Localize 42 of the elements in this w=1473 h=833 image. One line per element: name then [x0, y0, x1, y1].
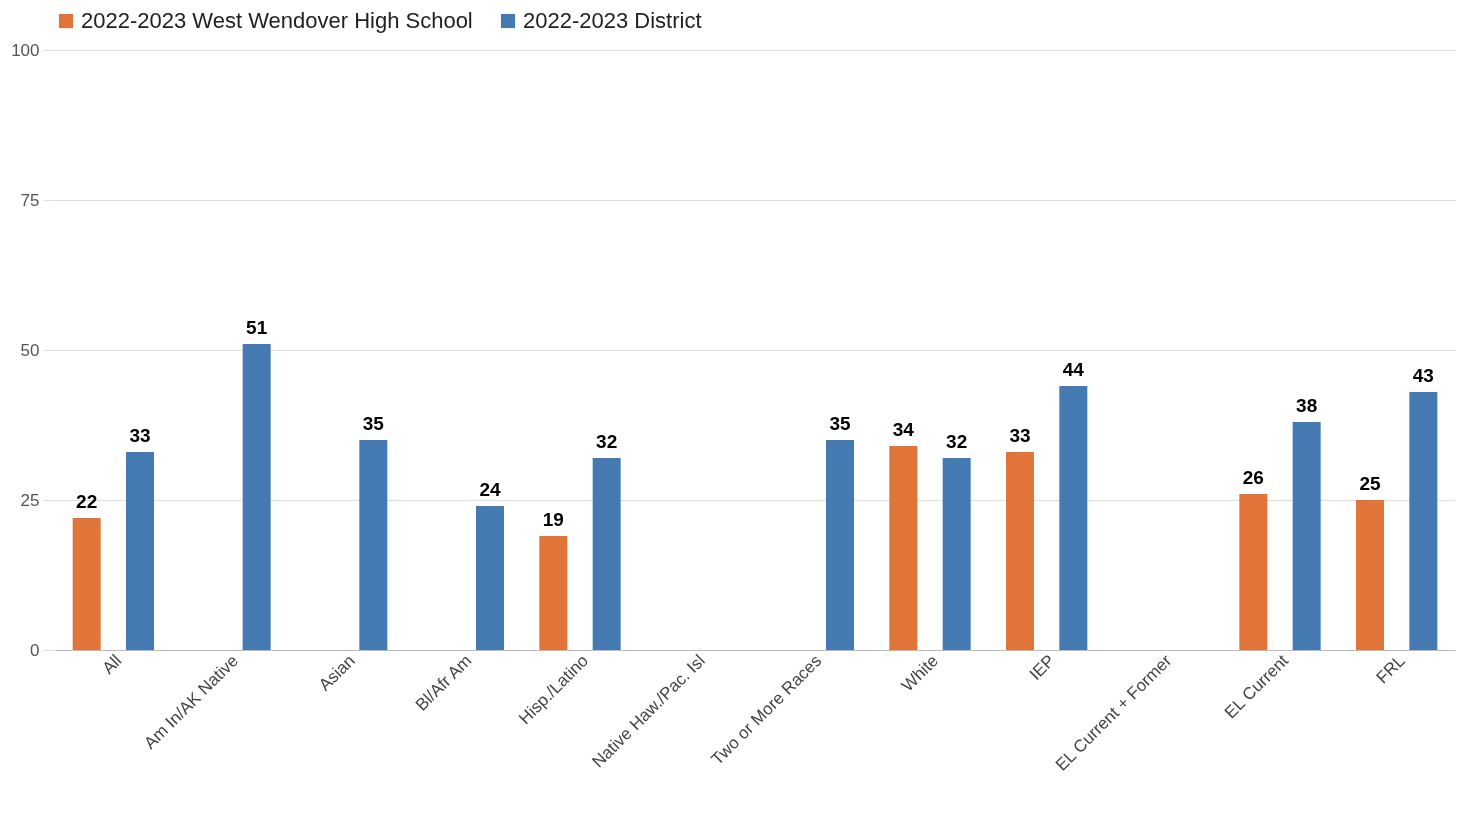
legend-label: 2022-2023 West Wendover High School: [81, 8, 473, 33]
bar: [942, 458, 971, 650]
data-label: 26: [1242, 467, 1264, 488]
data-label: 34: [892, 419, 915, 440]
y-tick-label: 25: [20, 490, 40, 510]
bar: [126, 452, 154, 650]
data-label: 32: [946, 431, 968, 452]
data-label: 33: [129, 425, 151, 446]
bar: [889, 446, 918, 650]
bar: [1292, 422, 1321, 650]
bar: [476, 506, 504, 650]
data-label: 24: [479, 479, 501, 500]
bar: [72, 518, 101, 650]
data-label: 44: [1062, 359, 1085, 380]
data-label: 25: [1359, 473, 1381, 494]
bar: [359, 440, 388, 650]
bar: [1409, 392, 1438, 650]
data-label: 35: [829, 413, 851, 434]
data-label: 19: [542, 509, 564, 530]
data-label: 51: [246, 317, 268, 338]
bar: [1356, 500, 1384, 650]
data-label: 32: [596, 431, 618, 452]
data-label: 43: [1412, 365, 1434, 386]
y-tick-label: 75: [20, 190, 40, 210]
data-label: 35: [362, 413, 385, 434]
y-tick-label: 0: [30, 640, 40, 660]
data-label: 33: [1009, 425, 1031, 446]
bar: [1059, 386, 1088, 650]
x-tick-label: All: [98, 651, 126, 678]
x-tick-label: IEP: [1025, 651, 1059, 684]
bar: [1006, 452, 1034, 650]
legend-label: 2022-2023 District: [523, 8, 702, 33]
bar: [539, 536, 568, 650]
y-tick-label: 100: [11, 40, 40, 60]
bar: [242, 344, 271, 650]
bar: [592, 458, 621, 650]
data-label: 38: [1296, 395, 1318, 416]
y-tick-label: 50: [20, 340, 40, 360]
bar: [826, 440, 854, 650]
x-tick-label: FRL: [1372, 651, 1409, 688]
data-label: 22: [76, 491, 98, 512]
bar: [1239, 494, 1268, 650]
